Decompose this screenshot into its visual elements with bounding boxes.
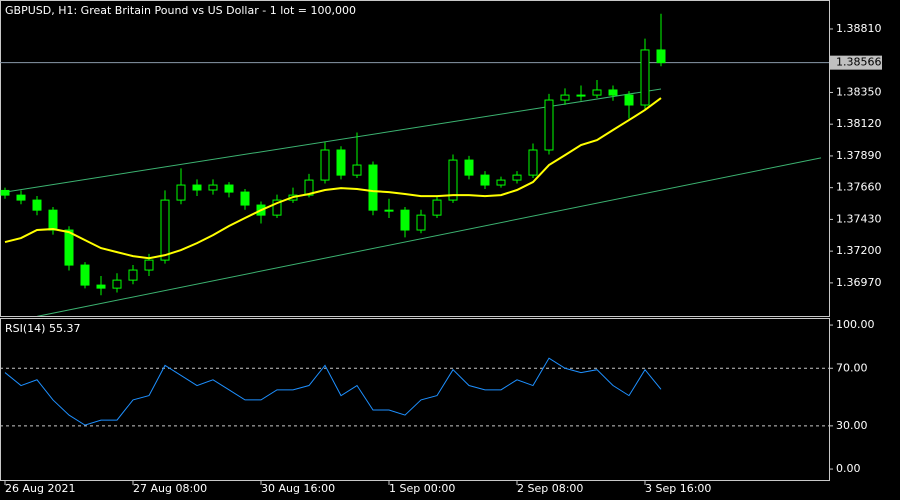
candle-body: [176, 184, 186, 201]
candle-body: [560, 94, 570, 101]
candle-body: [304, 179, 314, 196]
candle-body: [16, 194, 26, 201]
rsi-pane: [0, 357, 829, 427]
y-tick-label: 1.37430: [836, 212, 882, 225]
candle-body: [624, 94, 634, 106]
candle-body: [160, 199, 170, 261]
indicator-name: RSI(14): [5, 322, 45, 335]
y-tick-label: 30.00: [836, 419, 868, 432]
y-tick-label: 1.37200: [836, 244, 882, 257]
candle-body: [368, 164, 378, 211]
candle-body: [240, 191, 250, 206]
candle-body: [544, 99, 554, 151]
y-tick-label: 1.36970: [836, 276, 882, 289]
candle-body: [384, 209, 394, 212]
x-tick-label: 1 Sep 00:00: [389, 482, 455, 495]
y-tick-label: 70.00: [836, 361, 868, 374]
candle-body: [192, 184, 202, 191]
moving-average: [4, 97, 662, 260]
trend-line: [36, 157, 822, 316]
indicator-title: RSI(14) 55.37: [5, 322, 80, 335]
candle-body: [224, 184, 234, 193]
candle-body: [480, 174, 490, 186]
y-tick-label: 1.38120: [836, 117, 882, 130]
candle-body: [272, 199, 282, 216]
candle-body: [608, 89, 618, 96]
candle-body: [448, 159, 458, 201]
axes: 1.36970 1.37200 1.37430 1.37660 1.37890 1.381…: [4, 22, 882, 495]
x-tick-label: 27 Aug 08:00: [133, 482, 207, 495]
main-pane-frame: [0, 0, 830, 317]
y-tick-label: 1.37660: [836, 181, 882, 194]
candle-body: [80, 264, 90, 286]
candle-body: [528, 149, 538, 176]
candle-body: [656, 49, 666, 64]
candle-body: [640, 49, 650, 106]
candle-body: [320, 149, 330, 181]
candle-body: [352, 164, 362, 176]
rsi-pane-frame: [0, 318, 830, 481]
y-tick-label: 1.38810: [836, 22, 882, 35]
candle-body: [96, 284, 106, 289]
candle-body: [464, 159, 474, 176]
candle-body: [512, 174, 522, 181]
candle-body: [208, 184, 218, 191]
current-price-box: [830, 55, 882, 70]
y-tick-label: 0.00: [836, 462, 861, 475]
candle-body: [32, 199, 42, 211]
candle-body: [64, 229, 74, 266]
candle-body: [48, 209, 58, 231]
x-tick-label: 3 Sep 16:00: [645, 482, 711, 495]
candle-body: [416, 214, 426, 231]
y-tick-label: 1.38350: [836, 85, 882, 98]
candle-body: [592, 89, 602, 96]
y-tick-label: 1.37890: [836, 149, 882, 162]
y-tick-label: 100.00: [836, 318, 875, 331]
candle-body: [112, 279, 122, 289]
candle-body: [400, 209, 410, 231]
candle-body: [432, 199, 442, 216]
rsi-line: [4, 357, 662, 426]
candle-body: [0, 189, 10, 196]
x-tick-label: 30 Aug 16:00: [261, 482, 335, 495]
main-pane: [0, 13, 829, 316]
chart-title: GBPUSD, H1: Great Britain Pound vs US Do…: [5, 4, 356, 17]
candle-body: [336, 149, 346, 176]
candle-body: [128, 269, 138, 281]
candle-body: [576, 94, 586, 97]
candle-body: [496, 179, 506, 186]
x-tick-label: 26 Aug 2021: [5, 482, 75, 495]
current-price-label: 1.38566: [836, 56, 882, 69]
candle-body: [144, 259, 154, 271]
x-tick-label: 2 Sep 08:00: [517, 482, 583, 495]
indicator-last-value: 55.37: [49, 322, 81, 335]
